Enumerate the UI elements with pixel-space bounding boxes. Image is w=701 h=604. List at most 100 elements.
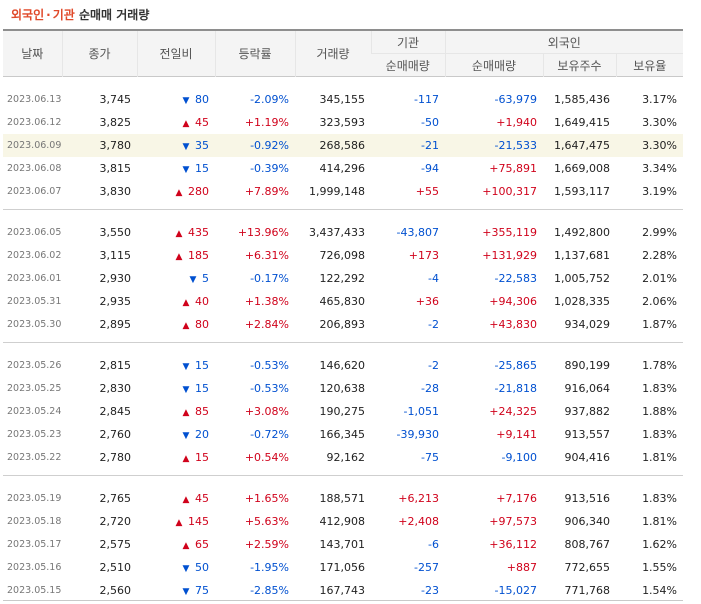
foreign-shares-cell: 1,585,436 xyxy=(554,93,610,106)
change-value: 20 xyxy=(195,428,209,441)
header-inst-net: 순매매량 xyxy=(371,53,445,77)
rate-cell: +3.08% xyxy=(244,405,289,418)
date-cell: 2023.05.26 xyxy=(7,360,62,371)
institution-net-cell: -50 xyxy=(421,116,439,129)
volume-cell: 345,155 xyxy=(319,93,366,106)
triangle-up-icon: ▲ xyxy=(182,298,190,308)
table-row: 2023.06.07 3,830 ▲ 280 +7.89% 1,999,148 +55 +10… xyxy=(3,180,683,203)
date-cell: 2023.06.01 xyxy=(7,273,62,284)
close-cell: 2,780 xyxy=(99,451,132,464)
institution-net-cell: -39,930 xyxy=(396,428,439,441)
change-value: 15 xyxy=(195,382,209,395)
change-value: 145 xyxy=(188,515,209,528)
triangle-down-icon: ▼ xyxy=(182,165,190,175)
change-value: 35 xyxy=(195,139,209,152)
date-cell: 2023.05.30 xyxy=(7,319,62,330)
foreign-shares-cell: 1,649,415 xyxy=(554,116,610,129)
foreign-net-cell: -22,583 xyxy=(494,272,537,285)
change-value: 45 xyxy=(195,492,209,505)
triangle-up-icon: ▲ xyxy=(175,518,183,528)
institution-net-cell: -1,051 xyxy=(403,405,439,418)
foreign-net-cell: -25,865 xyxy=(494,359,537,372)
panel-title: 외국인 · 기관 순매매 거래량 xyxy=(11,6,149,24)
change-cell: ▲ 145 xyxy=(137,510,215,533)
rate-cell: +6.31% xyxy=(244,249,289,262)
table-row: 2023.05.30 2,895 ▲ 80 +2.84% 206,893 -2 +43,830… xyxy=(3,313,683,336)
foreign-shares-cell: 1,028,335 xyxy=(554,295,610,308)
foreign-ratio-cell: 1.81% xyxy=(642,515,678,528)
change-cell: ▲ 45 xyxy=(137,111,215,134)
change-value: 50 xyxy=(195,561,209,574)
table-row: 2023.05.25 2,830 ▼ 15 -0.53% 120,638 -28 -21,81… xyxy=(3,377,683,400)
date-cell: 2023.06.13 xyxy=(7,94,62,105)
close-cell: 3,550 xyxy=(99,226,132,239)
change-value: 280 xyxy=(188,185,209,198)
title-institution: 기관 xyxy=(52,8,75,22)
change-cell: ▼ 15 xyxy=(137,354,215,377)
institution-net-cell: -43,807 xyxy=(396,226,439,239)
institution-net-cell: +36 xyxy=(415,295,439,308)
close-cell: 2,845 xyxy=(99,405,132,418)
institution-net-cell: +173 xyxy=(408,249,439,262)
foreign-shares-cell: 771,768 xyxy=(564,584,611,597)
foreign-ratio-cell: 2.06% xyxy=(642,295,678,308)
date-cell: 2023.06.07 xyxy=(7,186,62,197)
foreign-ratio-cell: 1.54% xyxy=(642,584,678,597)
foreign-net-cell: -63,979 xyxy=(494,93,537,106)
foreign-shares-cell: 1,593,117 xyxy=(554,185,610,198)
triangle-down-icon: ▼ xyxy=(182,385,190,395)
volume-cell: 171,056 xyxy=(319,561,366,574)
date-cell: 2023.06.08 xyxy=(7,163,62,174)
title-suffix: 순매매 거래량 xyxy=(78,8,150,22)
date-cell: 2023.05.15 xyxy=(7,585,62,596)
table-row: 2023.05.16 2,510 ▼ 50 -1.95% 171,056 -257 +887 7… xyxy=(3,556,683,579)
table-bottom-border xyxy=(3,600,683,601)
foreign-net-cell: +36,112 xyxy=(489,538,537,551)
close-cell: 3,780 xyxy=(62,134,137,157)
volume-cell: 92,162 xyxy=(326,451,366,464)
close-cell: 2,815 xyxy=(99,359,132,372)
rate-cell: +13.96% xyxy=(237,226,289,239)
foreign-shares-cell: 808,767 xyxy=(564,538,611,551)
foreign-net-cell: +100,317 xyxy=(482,185,537,198)
date-cell: 2023.05.23 xyxy=(7,429,62,440)
volume-cell: 1,999,148 xyxy=(309,185,365,198)
foreign-ratio-cell: 2.28% xyxy=(642,249,678,262)
table-row: 2023.05.31 2,935 ▲ 40 +1.38% 465,830 +36 +94,30… xyxy=(3,290,683,313)
change-cell: ▼ 75 xyxy=(137,579,215,602)
foreign-ratio-cell: 1.87% xyxy=(642,318,678,331)
triangle-down-icon: ▼ xyxy=(182,587,190,597)
foreign-ratio-cell: 3.34% xyxy=(642,162,678,175)
volume-cell: 206,893 xyxy=(319,318,366,331)
foreign-ratio-cell: 2.99% xyxy=(642,226,678,239)
date-cell: 2023.05.31 xyxy=(7,296,62,307)
change-cell: ▼ 20 xyxy=(137,423,215,446)
foreign-ratio-cell: 1.81% xyxy=(642,451,678,464)
table-row: 2023.05.15 2,560 ▼ 75 -2.85% 167,743 -23 -15,02… xyxy=(3,579,683,602)
institution-net-cell: -117 xyxy=(414,93,439,106)
trading-table: 날짜 종가 전일비 등락률 거래량 기관 외국인 순매매량 순매매량 보유주수 … xyxy=(3,29,684,602)
triangle-down-icon: ▼ xyxy=(182,362,190,372)
close-cell: 2,830 xyxy=(99,382,132,395)
rate-cell: +0.54% xyxy=(244,451,289,464)
header-institution: 기관 xyxy=(370,30,445,54)
group-divider xyxy=(3,475,684,476)
foreign-shares-cell: 934,029 xyxy=(564,318,611,331)
date-cell: 2023.05.17 xyxy=(7,539,62,550)
change-cell: ▼ 80 xyxy=(137,88,215,111)
close-cell: 2,930 xyxy=(99,272,132,285)
change-value: 185 xyxy=(188,249,209,262)
change-cell: ▲ 85 xyxy=(137,400,215,423)
foreign-ratio-cell: 1.62% xyxy=(642,538,678,551)
change-value: 15 xyxy=(195,451,209,464)
close-cell: 2,560 xyxy=(99,584,132,597)
foreign-shares-cell: 1,137,681 xyxy=(554,249,610,262)
triangle-down-icon: ▼ xyxy=(189,275,197,285)
rate-cell: -0.92% xyxy=(215,134,295,157)
rate-cell: +5.63% xyxy=(244,515,289,528)
foreign-net-cell: +94,306 xyxy=(489,295,537,308)
triangle-up-icon: ▲ xyxy=(175,229,183,239)
header-foreign-net: 순매매량 xyxy=(444,53,543,77)
title-separator: · xyxy=(46,8,51,22)
foreign-shares-cell: 1,005,752 xyxy=(554,272,610,285)
